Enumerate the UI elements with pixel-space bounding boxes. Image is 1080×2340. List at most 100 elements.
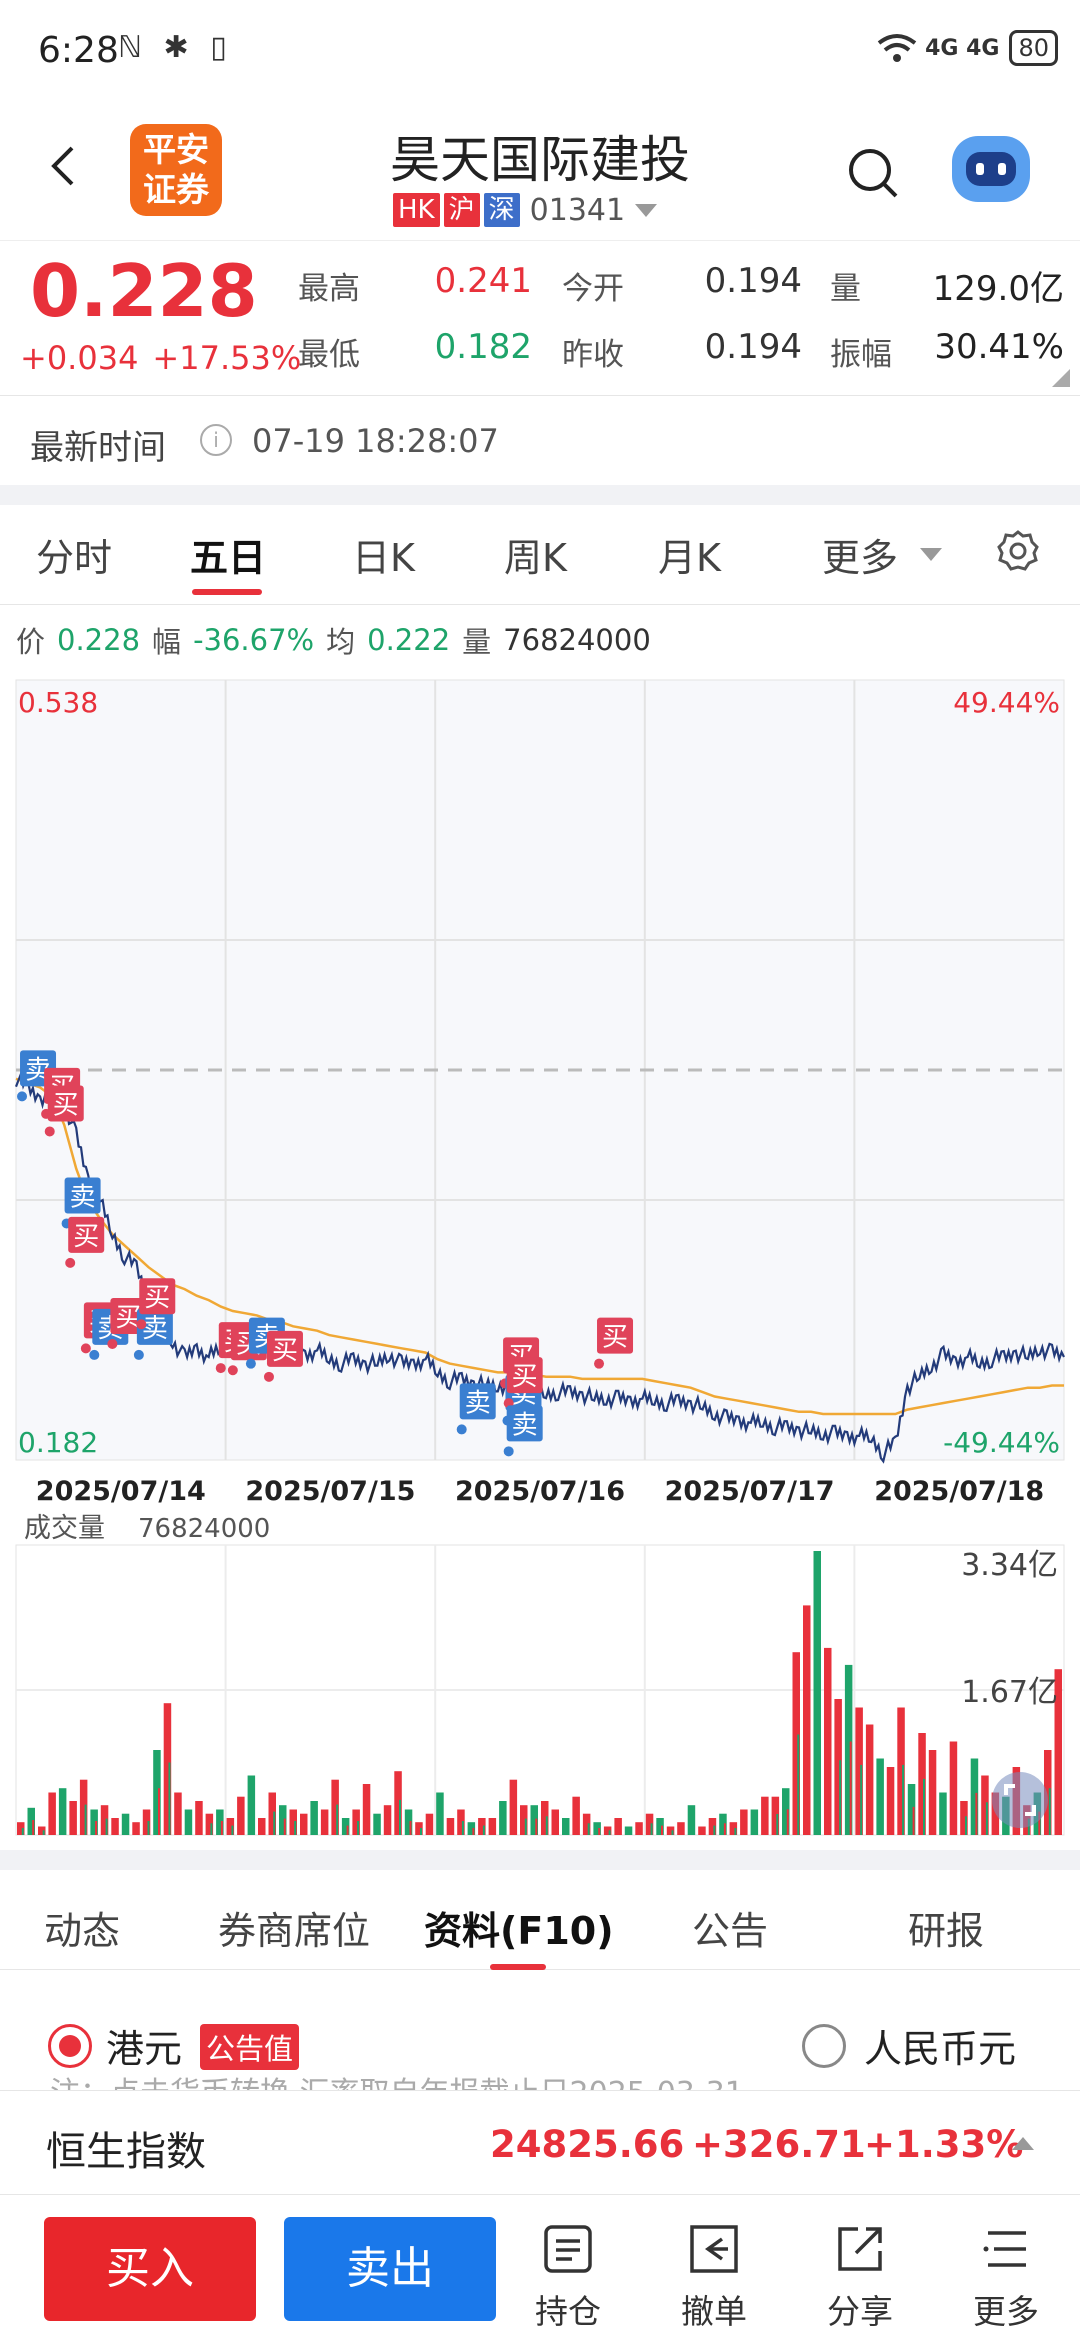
volume-bar bbox=[32, 1820, 35, 1835]
volume-bar bbox=[928, 1750, 937, 1835]
currency-selector: 港元 公告值 人民币元 注：点击货币转换,汇率取自年报截止日2025-03-31 bbox=[0, 1970, 1080, 2090]
market-tags[interactable]: HK 沪 深 01341 bbox=[393, 192, 658, 228]
volume-bar bbox=[394, 1771, 402, 1835]
rmb-label[interactable]: 人民币元 bbox=[864, 2027, 1017, 2071]
tab-more[interactable]: 更多 bbox=[822, 527, 943, 582]
volume-bar bbox=[461, 1821, 464, 1835]
tab-five-day[interactable]: 五日 bbox=[190, 536, 267, 580]
tab-monthly-k[interactable]: 月K bbox=[658, 536, 721, 580]
volume-bar bbox=[199, 1816, 202, 1835]
latest-time-value: 07-19 18:28:07 bbox=[252, 422, 499, 460]
info-icon[interactable]: i bbox=[200, 424, 232, 456]
stock-name: 昊天国际建投 bbox=[390, 131, 690, 189]
x-date-label: 2025/07/16 bbox=[455, 1476, 625, 1507]
volume-bar bbox=[1059, 1743, 1062, 1835]
volume-bar bbox=[677, 1822, 685, 1835]
tab-research[interactable]: 研报 bbox=[908, 1909, 985, 1953]
open-value: 0.194 bbox=[704, 261, 802, 301]
tag-sz: 深 bbox=[483, 193, 520, 227]
volume-bar bbox=[792, 1652, 800, 1835]
tab-intraday[interactable]: 分时 bbox=[36, 536, 113, 580]
buy-button[interactable]: 买入 bbox=[44, 2217, 256, 2321]
index-ticker-bar[interactable]: 恒生指数 24825.66 +326.71 +1.33% bbox=[0, 2090, 1080, 2195]
volume-value: 129.0亿 bbox=[932, 269, 1064, 309]
cancel-order-button[interactable]: 撤单 bbox=[664, 2223, 764, 2333]
volume-bar bbox=[865, 1724, 874, 1835]
hkd-label[interactable]: 港元 bbox=[106, 2027, 183, 2071]
cancel-order-icon bbox=[690, 2225, 738, 2273]
broker-logo: 平安 证券 bbox=[130, 124, 222, 216]
volume-bar bbox=[970, 1758, 979, 1835]
volume-bar bbox=[1044, 1750, 1052, 1835]
volume-bar bbox=[640, 1828, 643, 1835]
chevron-up-icon[interactable] bbox=[1012, 2137, 1034, 2150]
tab-daily-k[interactable]: 日K bbox=[352, 536, 415, 580]
share-button[interactable]: 分享 bbox=[810, 2223, 910, 2333]
fullscreen-icon[interactable] bbox=[992, 1772, 1048, 1828]
volume-bar bbox=[755, 1821, 758, 1835]
tab-weekly-k[interactable]: 周K bbox=[504, 536, 567, 580]
info-vol-value: 76824000 bbox=[503, 623, 651, 657]
buy-point bbox=[215, 1363, 226, 1374]
holdings-button[interactable]: 持仓 bbox=[518, 2223, 618, 2333]
volume-label: 量 bbox=[830, 271, 861, 307]
prev-close-label: 昨收 bbox=[562, 337, 624, 373]
volume-bar bbox=[761, 1796, 769, 1835]
menu-icon bbox=[983, 2231, 1026, 2267]
volume-bar bbox=[650, 1823, 653, 1835]
expand-corner-icon[interactable] bbox=[1052, 369, 1070, 387]
tab-announcements[interactable]: 公告 bbox=[692, 1909, 769, 1953]
volume-bar bbox=[703, 1830, 705, 1835]
volume-bar bbox=[488, 1818, 497, 1835]
back-arrow-icon[interactable] bbox=[44, 146, 84, 186]
volume-chart[interactable]: 成交量 76824000 3.34亿 1.67亿 bbox=[0, 1505, 1080, 1845]
sell-button[interactable]: 卖出 bbox=[284, 2217, 496, 2321]
volume-bar bbox=[409, 1821, 412, 1835]
chevron-down-icon bbox=[635, 203, 658, 217]
buy-marker-box[interactable] bbox=[597, 1317, 634, 1354]
volume-bar bbox=[42, 1830, 45, 1835]
sell-marker-box[interactable] bbox=[459, 1383, 496, 1420]
volume-bar bbox=[582, 1813, 591, 1835]
buy-marker-box[interactable] bbox=[266, 1330, 303, 1367]
buy-marker-box[interactable] bbox=[47, 1085, 84, 1122]
volume-bar bbox=[996, 1811, 999, 1835]
volume-bar bbox=[870, 1774, 873, 1835]
volume-bar bbox=[530, 1805, 538, 1835]
sell-point bbox=[17, 1091, 28, 1102]
info-avg-label: 均 bbox=[326, 625, 356, 659]
tab-broker-seats[interactable]: 券商席位 bbox=[218, 1909, 371, 1953]
five-day-price-chart[interactable]: 卖买买卖买买卖买卖买买买卖买卖买卖买卖买0.5380.18249.44%-49.… bbox=[0, 670, 1080, 1510]
volume-bar bbox=[331, 1779, 339, 1835]
volume-bar bbox=[17, 1822, 25, 1835]
tab-f10[interactable]: 资料(F10) bbox=[424, 1909, 614, 1953]
volume-bar bbox=[514, 1804, 517, 1835]
more-button[interactable]: 更多 bbox=[956, 2223, 1056, 2333]
volume-bar bbox=[671, 1830, 674, 1835]
gear-icon[interactable] bbox=[996, 529, 1040, 573]
sell-marker-box[interactable] bbox=[64, 1177, 101, 1214]
volume-bar bbox=[750, 1809, 759, 1835]
volume-bar bbox=[797, 1734, 800, 1835]
volume-bar bbox=[415, 1822, 423, 1835]
volume-bar bbox=[126, 1823, 129, 1835]
sell-marker-label: 卖 bbox=[512, 1410, 538, 1440]
sell-marker-box[interactable] bbox=[506, 1405, 543, 1442]
network-indicator: 4G 4G bbox=[925, 35, 1000, 61]
info-vol-label: 量 bbox=[462, 625, 492, 659]
volume-bar bbox=[786, 1809, 789, 1835]
buy-point bbox=[65, 1257, 76, 1268]
buy-marker-box[interactable] bbox=[139, 1278, 176, 1315]
assistant-robot-icon[interactable] bbox=[952, 136, 1030, 202]
radio-hkd[interactable] bbox=[48, 2024, 92, 2068]
status-left-icons: ℕ ✱ ▯ bbox=[118, 30, 233, 65]
tab-news[interactable]: 动态 bbox=[44, 1909, 121, 1953]
info-range-label: 幅 bbox=[152, 625, 182, 659]
volume-bar bbox=[708, 1818, 717, 1835]
radio-rmb[interactable] bbox=[802, 2024, 846, 2068]
search-icon[interactable] bbox=[846, 146, 900, 200]
buy-marker-box[interactable] bbox=[506, 1357, 543, 1394]
buy-marker-box[interactable] bbox=[68, 1216, 105, 1253]
sell-marker-box[interactable] bbox=[136, 1308, 173, 1345]
volume-bar bbox=[100, 1805, 109, 1835]
